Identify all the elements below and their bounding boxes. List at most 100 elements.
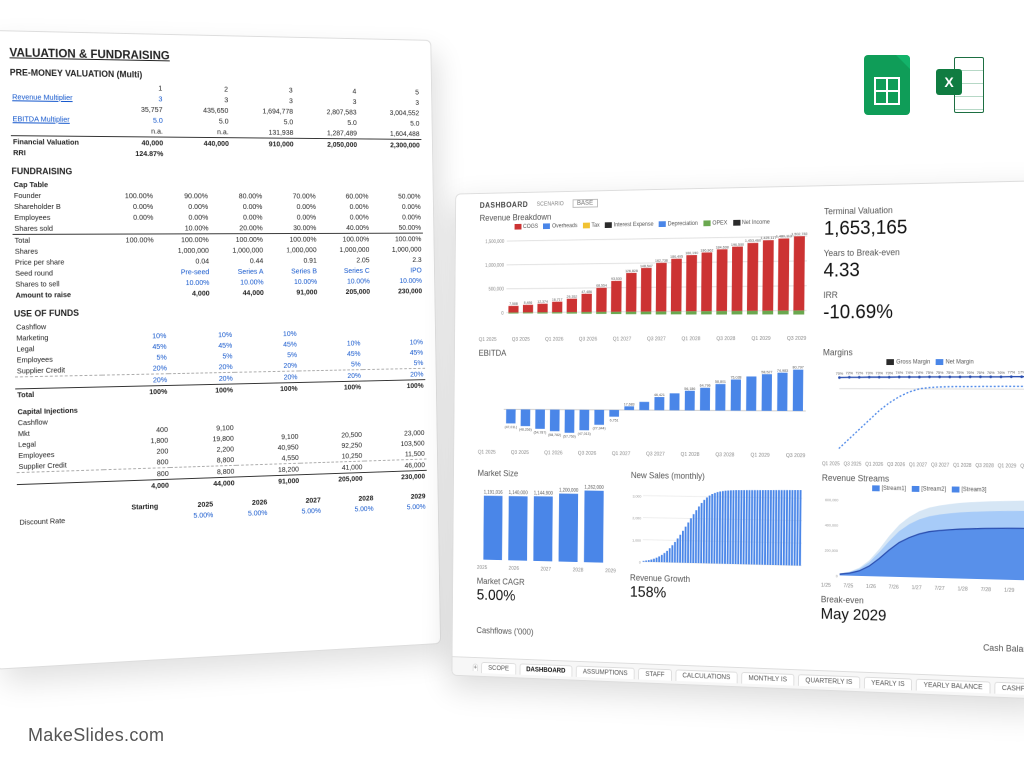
row3-left: Market Size 1,191,0161,140,0001,144,9001… [476, 469, 805, 631]
cap-table: Cap Table Founder100.00%90.00%80.00%70.0… [12, 179, 424, 301]
revenue-streams-card: Revenue Streams [Stream1][Stream2][Strea… [821, 473, 1024, 638]
svg-text:0: 0 [639, 561, 641, 565]
svg-text:58,801: 58,801 [715, 380, 726, 384]
svg-text:74,983: 74,983 [777, 368, 788, 372]
svg-text:(57,750): (57,750) [563, 434, 577, 438]
svg-text:186,962: 186,962 [700, 248, 713, 252]
kpi-terminal-valuation: 1,653,165 [824, 214, 1024, 240]
ebitda-card: EBITDA (47,011)(48,256)(54,787)(58,782)(… [478, 347, 807, 467]
kpi-irr: -10.69% [823, 300, 1024, 324]
excel-badge: X [936, 69, 962, 95]
svg-text:72%: 72% [846, 371, 854, 375]
fundraising-heading: FUNDRAISING [11, 166, 422, 178]
margins-card: Margins Gross MarginNet Margin 70%72%72%… [822, 347, 1024, 470]
svg-text:1,500,000: 1,500,000 [485, 239, 504, 245]
year-rate-table: Starting20252026202720282029 Discount Ra… [17, 491, 427, 528]
revenue-breakdown-card: Revenue Breakdown COGSOverheads TaxInter… [479, 207, 808, 342]
svg-text:126,828: 126,828 [625, 269, 638, 273]
kpi-column: Terminal Valuation 1,653,165 Years to Br… [823, 202, 1024, 341]
svg-text:1,140,000: 1,140,000 [509, 490, 528, 496]
tab-cashflow[interactable]: CASHFLOW [994, 681, 1024, 695]
revenue-chart: 1,500,0001,000,000500,00007,5888,48612,3… [479, 227, 808, 335]
svg-text:75,028: 75,028 [730, 375, 741, 379]
svg-text:72%: 72% [856, 371, 864, 375]
svg-text:148,547: 148,547 [640, 263, 653, 267]
app-icons: X [864, 55, 984, 115]
svg-text:74%: 74% [916, 371, 924, 375]
svg-text:17,683: 17,683 [624, 402, 635, 406]
svg-text:184,638: 184,638 [716, 245, 729, 249]
tab-staff[interactable]: STAFF [638, 668, 672, 681]
svg-text:(54,787): (54,787) [534, 430, 548, 434]
svg-text:1,000,000: 1,000,000 [485, 263, 504, 269]
watermark: MakeSlides.com [28, 725, 164, 746]
svg-text:17%: 17% [1018, 371, 1024, 375]
svg-text:1,453,460: 1,453,460 [745, 238, 761, 242]
svg-text:75%: 75% [946, 371, 954, 375]
new-sales-chart: 3,0002,0001,0000 [630, 482, 802, 572]
sheet-title: VALUATION & FUNDRAISING [9, 45, 420, 67]
sheet-tabs[interactable]: + SCOPE DASHBOARD ASSUMPTIONS STAFF CALC… [452, 656, 1024, 699]
kpi-revenue-growth: 158% [630, 584, 804, 606]
svg-text:600,000: 600,000 [825, 498, 838, 502]
tab-monthly[interactable]: MONTHLY IS [741, 671, 794, 685]
add-sheet-button[interactable]: + [473, 663, 478, 671]
cash-balance-title: Cash Balance [820, 637, 1024, 654]
svg-text:46,421: 46,421 [654, 393, 665, 397]
svg-text:1,000: 1,000 [632, 539, 641, 543]
use-of-funds-table: Cashflow Marketing10%10%10% Legal45%45%4… [14, 316, 425, 401]
svg-text:76%: 76% [966, 371, 974, 375]
kpi-cagr: 5.00% [477, 588, 616, 609]
svg-text:93,530: 93,530 [611, 276, 622, 280]
svg-text:1,480,113: 1,480,113 [776, 234, 792, 238]
svg-text:(48,256): (48,256) [519, 427, 532, 431]
svg-text:1,262,000: 1,262,000 [584, 485, 604, 491]
svg-text:64,796: 64,796 [700, 383, 711, 387]
svg-text:16,717: 16,717 [552, 297, 563, 301]
svg-text:74%: 74% [906, 371, 914, 375]
tab-scope[interactable]: SCOPE [481, 661, 516, 674]
svg-text:76%: 76% [987, 371, 995, 375]
tab-dashboard[interactable]: DASHBOARD [519, 663, 572, 676]
svg-text:80,797: 80,797 [793, 365, 804, 369]
market-size-chart: 1,191,0161,140,0001,144,9001,200,0001,26… [477, 480, 607, 567]
svg-text:76%: 76% [977, 371, 985, 375]
tab-assumptions[interactable]: ASSUMPTIONS [576, 665, 635, 679]
svg-text:75%: 75% [956, 371, 964, 375]
svg-text:0: 0 [501, 310, 504, 316]
dashboard-spreadsheet: DASHBOARD SCENARIO BASE Revenue Breakdow… [452, 180, 1024, 700]
svg-text:1,502,783: 1,502,783 [791, 232, 807, 236]
tab-yearly-bal[interactable]: YEARLY BALANCE [916, 678, 990, 693]
svg-text:75%: 75% [926, 371, 934, 375]
excel-icon: X [938, 55, 984, 115]
svg-text:8,486: 8,486 [524, 301, 533, 305]
tab-calculations[interactable]: CALCULATIONS [675, 669, 737, 683]
svg-text:196,580: 196,580 [731, 242, 744, 246]
revenue-streams-chart: 600,000400,000200,0000 [821, 493, 1024, 586]
scenario-selector[interactable]: BASE [572, 199, 597, 208]
svg-text:1,191,016: 1,191,016 [484, 490, 503, 496]
valuation-spreadsheet: 123 456 VALUATION & FUNDRAISING PRE-MONE… [0, 30, 441, 670]
tab-yearly-is[interactable]: YEARLY IS [864, 676, 913, 690]
svg-text:29,352: 29,352 [567, 294, 578, 298]
svg-text:73%: 73% [866, 371, 874, 375]
kpi-years-breakeven: 4.33 [823, 257, 1024, 282]
svg-text:47,486: 47,486 [581, 289, 592, 293]
svg-text:3,000: 3,000 [632, 494, 641, 498]
margins-chart: 70%72%72%73%73%73%74%74%74%75%75%75%75%7… [822, 367, 1024, 462]
svg-text:(58,782): (58,782) [548, 432, 562, 436]
svg-text:6,751: 6,751 [610, 418, 619, 422]
tab-quarterly[interactable]: QUARTERLY IS [798, 674, 860, 688]
svg-text:400,000: 400,000 [825, 523, 838, 527]
svg-text:75%: 75% [936, 371, 944, 375]
svg-text:1,144,900: 1,144,900 [534, 491, 554, 497]
capital-injections-table: Capital Injections Cashflow Mkt4009,100 … [16, 396, 427, 496]
svg-text:(27,344): (27,344) [593, 426, 607, 430]
svg-text:76%: 76% [997, 371, 1005, 375]
svg-text:1,425,117: 1,425,117 [760, 236, 776, 240]
ebitda-multiplier-link[interactable]: EBITDA Multiplier [10, 113, 97, 125]
svg-text:162,738: 162,738 [655, 258, 668, 262]
svg-text:56,186: 56,186 [684, 386, 695, 390]
svg-text:180,190: 180,190 [685, 251, 698, 255]
svg-text:73%: 73% [875, 371, 883, 375]
